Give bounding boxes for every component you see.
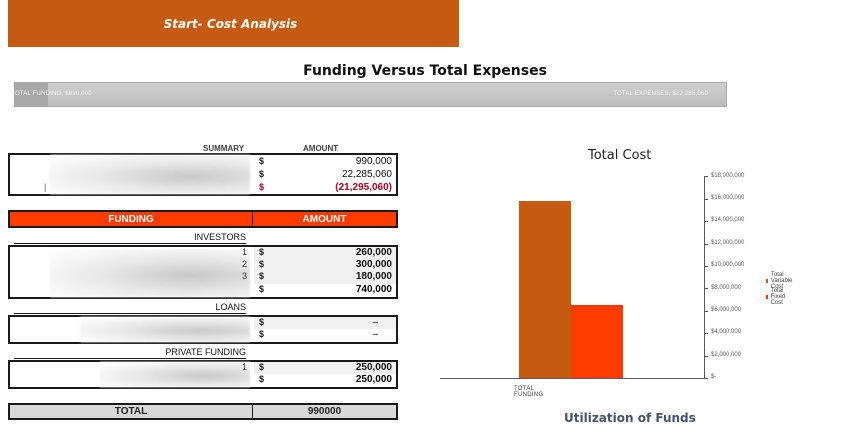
bar-total-variable-cost xyxy=(519,201,571,378)
private-funding-total-row: $ 250,000 xyxy=(259,374,392,385)
loan-row: $ – xyxy=(259,317,378,328)
total-expenses-label: TOTAL EXPENSES, $22,285,060 xyxy=(613,91,708,97)
investors-label: INVESTORS xyxy=(14,232,246,244)
investor-row: 3 $ 180,000 xyxy=(242,271,392,282)
utilization-title: Utilization of Funds xyxy=(564,411,696,425)
loans-table: $ – $ – xyxy=(8,315,398,344)
y-axis xyxy=(704,176,705,378)
private-funding-row: 1 $ 250,000 xyxy=(242,362,392,373)
header-title: Start- Cost Analysis xyxy=(163,16,298,31)
funding-header: FUNDING xyxy=(10,212,253,226)
x-category-label: TOTAL FUNDING xyxy=(514,386,544,398)
loans-label: LOANS xyxy=(14,302,246,314)
total-funding-label: OTAL FUNDING, $990,000 xyxy=(15,91,92,97)
summary-row: $ 990,000 xyxy=(259,156,392,167)
y-tick-label: $18,000,000 xyxy=(711,173,745,179)
summary-row: $ 22,285,060 xyxy=(259,169,392,180)
legend-swatch xyxy=(766,279,768,283)
y-tick-label: $2,000,000 xyxy=(711,352,742,358)
redacted-labels xyxy=(50,155,250,194)
funding-table-header: FUNDING AMOUNT xyxy=(8,210,398,228)
redacted-labels xyxy=(80,317,250,342)
investor-row: 1 $ 260,000 xyxy=(242,247,392,258)
funding-fill xyxy=(15,83,48,106)
funding-vs-expenses-title: Funding Versus Total Expenses xyxy=(303,63,547,79)
redacted-labels xyxy=(50,249,250,297)
summary-table: $ 990,000 $ 22,285,060 | $ (21,295,060) xyxy=(8,153,398,196)
funding-vs-expenses-bar: OTAL FUNDING, $990,000 TOTAL EXPENSES, $… xyxy=(14,82,727,107)
y-tick-label: $14,000,000 xyxy=(711,217,745,223)
summary-amount-header: AMOUNT xyxy=(303,144,339,153)
loans-total-row: $ – xyxy=(259,329,378,340)
chart-title: Total Cost xyxy=(588,148,652,163)
legend-swatch xyxy=(766,295,768,299)
y-tick-label: $10,000,000 xyxy=(711,262,745,268)
legend-item-fixed-cost: Total Fixed Cost xyxy=(766,288,788,306)
x-axis xyxy=(440,378,705,379)
y-tick-label: $6,000,000 xyxy=(711,307,742,313)
total-amount: 990000 xyxy=(307,406,342,417)
y-tick-label: $12,000,000 xyxy=(711,240,745,246)
summary-header: SUMMARY xyxy=(203,144,245,153)
funding-total-row: TOTAL 990000 xyxy=(8,403,398,420)
total-label: TOTAL xyxy=(10,405,253,418)
funding-amount-header: AMOUNT xyxy=(302,213,347,225)
investors-total-row: $ 740,000 xyxy=(259,284,392,295)
investor-row: 2 $ 300,000 xyxy=(242,259,392,270)
legend-item-variable-cost: Total Variable Cost xyxy=(766,272,795,290)
investors-table: 1 $ 260,000 2 $ 300,000 3 $ 180,000 $ 74… xyxy=(8,245,398,299)
header-banner: Start- Cost Analysis xyxy=(8,0,459,47)
bar-total-fixed-cost xyxy=(571,305,623,378)
y-tick-label: $8,000,000 xyxy=(711,285,742,291)
redacted-labels xyxy=(100,362,250,387)
private-funding-label: PRIVATE FUNDING xyxy=(14,347,246,359)
y-tick-label: $- xyxy=(711,374,717,380)
summary-row-net: | $ (21,295,060) xyxy=(44,182,392,193)
private-funding-table: 1 $ 250,000 $ 250,000 xyxy=(8,360,398,389)
y-tick-label: $4,000,000 xyxy=(711,329,742,335)
y-tick-label: $16,000,000 xyxy=(711,195,745,201)
